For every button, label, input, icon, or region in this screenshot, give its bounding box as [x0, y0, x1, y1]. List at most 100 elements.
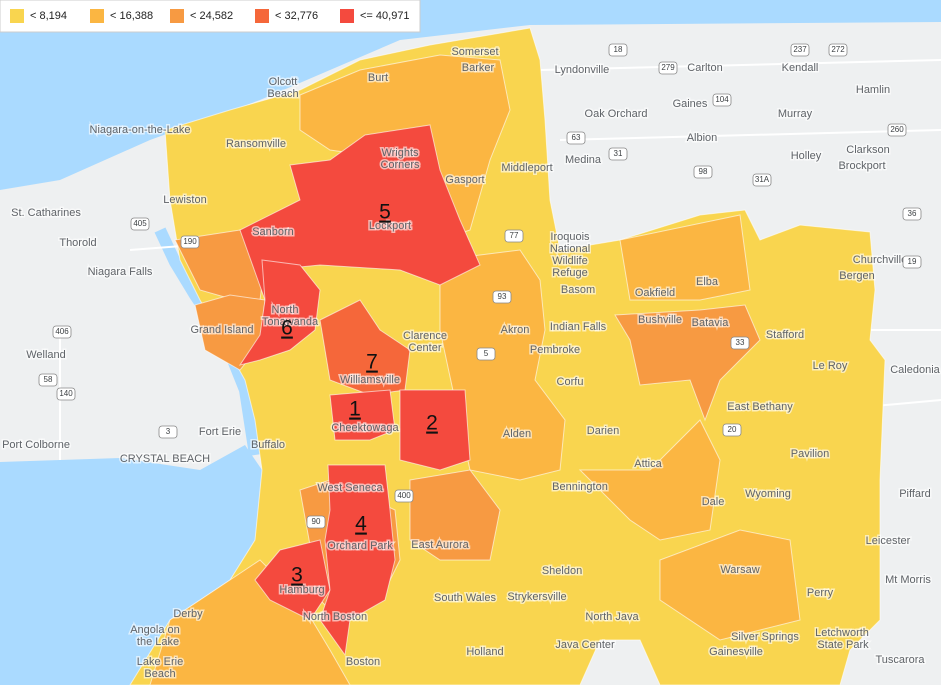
legend-swatch [90, 9, 104, 23]
place-label: Iroquois [550, 231, 590, 243]
place-label: Corners [380, 159, 420, 171]
place-label: East Aurora [411, 539, 469, 551]
place-label: Basom [561, 284, 595, 296]
place-label: Warsaw [720, 564, 759, 576]
place-label: Niagara-on-the-Lake [90, 124, 191, 136]
region-number: 5 [379, 201, 391, 224]
place-label: Pembroke [530, 344, 580, 356]
route-shield [887, 123, 907, 137]
place-label: Middleport [501, 162, 552, 174]
route-shield [180, 235, 200, 249]
place-label: Cheektowaga [331, 422, 399, 434]
region [238, 259, 321, 366]
place-label: Wyoming [745, 488, 791, 500]
route-number: 140 [59, 389, 73, 398]
place-label: Gainesville [709, 646, 763, 658]
legend-swatch [255, 9, 269, 23]
route-shield [38, 373, 58, 387]
route-number: 3 [166, 427, 171, 436]
place-label: Sanborn [252, 226, 294, 238]
place-label: North [272, 304, 299, 316]
route-number: 63 [572, 133, 581, 142]
place-label: Tuscarora [875, 654, 925, 666]
route-shield [902, 207, 922, 221]
route-number: 31 [614, 149, 623, 158]
route-number: 19 [908, 257, 917, 266]
place-label: Le Roy [813, 360, 848, 372]
place-label: Lockport [369, 220, 411, 232]
place-label: State Park [817, 639, 869, 651]
legend-swatch [340, 9, 354, 23]
place-label: Olcott [269, 76, 298, 88]
region [149, 559, 351, 685]
place-label: Brockport [838, 160, 885, 172]
route-shield [52, 325, 72, 339]
place-label: Akron [501, 324, 530, 336]
legend-label: < 16,388 [110, 10, 153, 22]
route-number: 90 [312, 517, 321, 526]
place-label: Thorold [59, 237, 96, 249]
legend-swatch [10, 9, 24, 23]
place-label: Leicester [866, 535, 911, 547]
place-label: Williamsville [340, 374, 400, 386]
place-label: Beach [144, 668, 175, 680]
labels: Lyndonville Carlton Kendall Hamlin Gaines Oak… [1, 43, 941, 681]
legend-label: < 32,776 [275, 10, 318, 22]
place-label: Murray [778, 108, 813, 120]
place-label: Attica [634, 458, 662, 470]
place-label: Caledonia [890, 364, 940, 376]
place-label: Clarence [403, 330, 447, 342]
region-number: 3 [291, 564, 303, 587]
place-label: Holland [466, 646, 503, 658]
region [319, 464, 396, 657]
region-number: 1 [349, 398, 361, 421]
place-label: Dale [702, 496, 725, 508]
place-label: Boston [346, 656, 380, 668]
route-shield [658, 61, 678, 75]
place-label: Gasport [445, 174, 484, 186]
place-label: Carlton [687, 62, 722, 74]
place-label: Stafford [766, 329, 804, 341]
route-number: 406 [55, 327, 69, 336]
place-label: Alden [503, 428, 531, 440]
region [439, 249, 566, 481]
place-label: Kendall [782, 62, 819, 74]
legend-swatch [170, 9, 184, 23]
legend-label: < 24,582 [190, 10, 233, 22]
route-number: 190 [183, 237, 197, 246]
route-number: 405 [133, 219, 147, 228]
route-shield [608, 43, 628, 57]
route-shield [722, 423, 742, 437]
place-label: Piffard [899, 488, 931, 500]
route-number: 93 [498, 292, 507, 301]
route-shield [158, 425, 178, 439]
place-label: East Bethany [727, 401, 793, 413]
place-label: Wrights [381, 147, 419, 159]
route-number: 98 [699, 167, 708, 176]
region [399, 389, 471, 471]
place-label: Angola on [130, 624, 180, 636]
place-label: Lyndonville [555, 64, 610, 76]
region-number: 6 [281, 317, 293, 340]
place-label: the Lake [137, 636, 179, 648]
route-shield [504, 229, 524, 243]
place-label: Hamburg [279, 584, 324, 596]
route-number: 77 [510, 231, 519, 240]
place-label: Fort Erie [199, 426, 241, 438]
place-label: Java Center [555, 639, 615, 651]
place-label: Niagara Falls [88, 266, 153, 278]
route-shield [828, 43, 848, 57]
route-shield [306, 515, 326, 529]
route-shield [492, 290, 512, 304]
place-label: Port Colborne [2, 439, 70, 451]
place-label: Barker [462, 62, 495, 74]
place-label: Bushville [638, 314, 682, 326]
route-number: 272 [831, 45, 845, 54]
route-shield [902, 255, 922, 269]
route-shield [566, 131, 586, 145]
place-label: North Java [585, 611, 639, 623]
place-label: Center [408, 342, 441, 354]
place-label: Pavilion [791, 448, 830, 460]
place-label: Churchville [853, 254, 907, 266]
